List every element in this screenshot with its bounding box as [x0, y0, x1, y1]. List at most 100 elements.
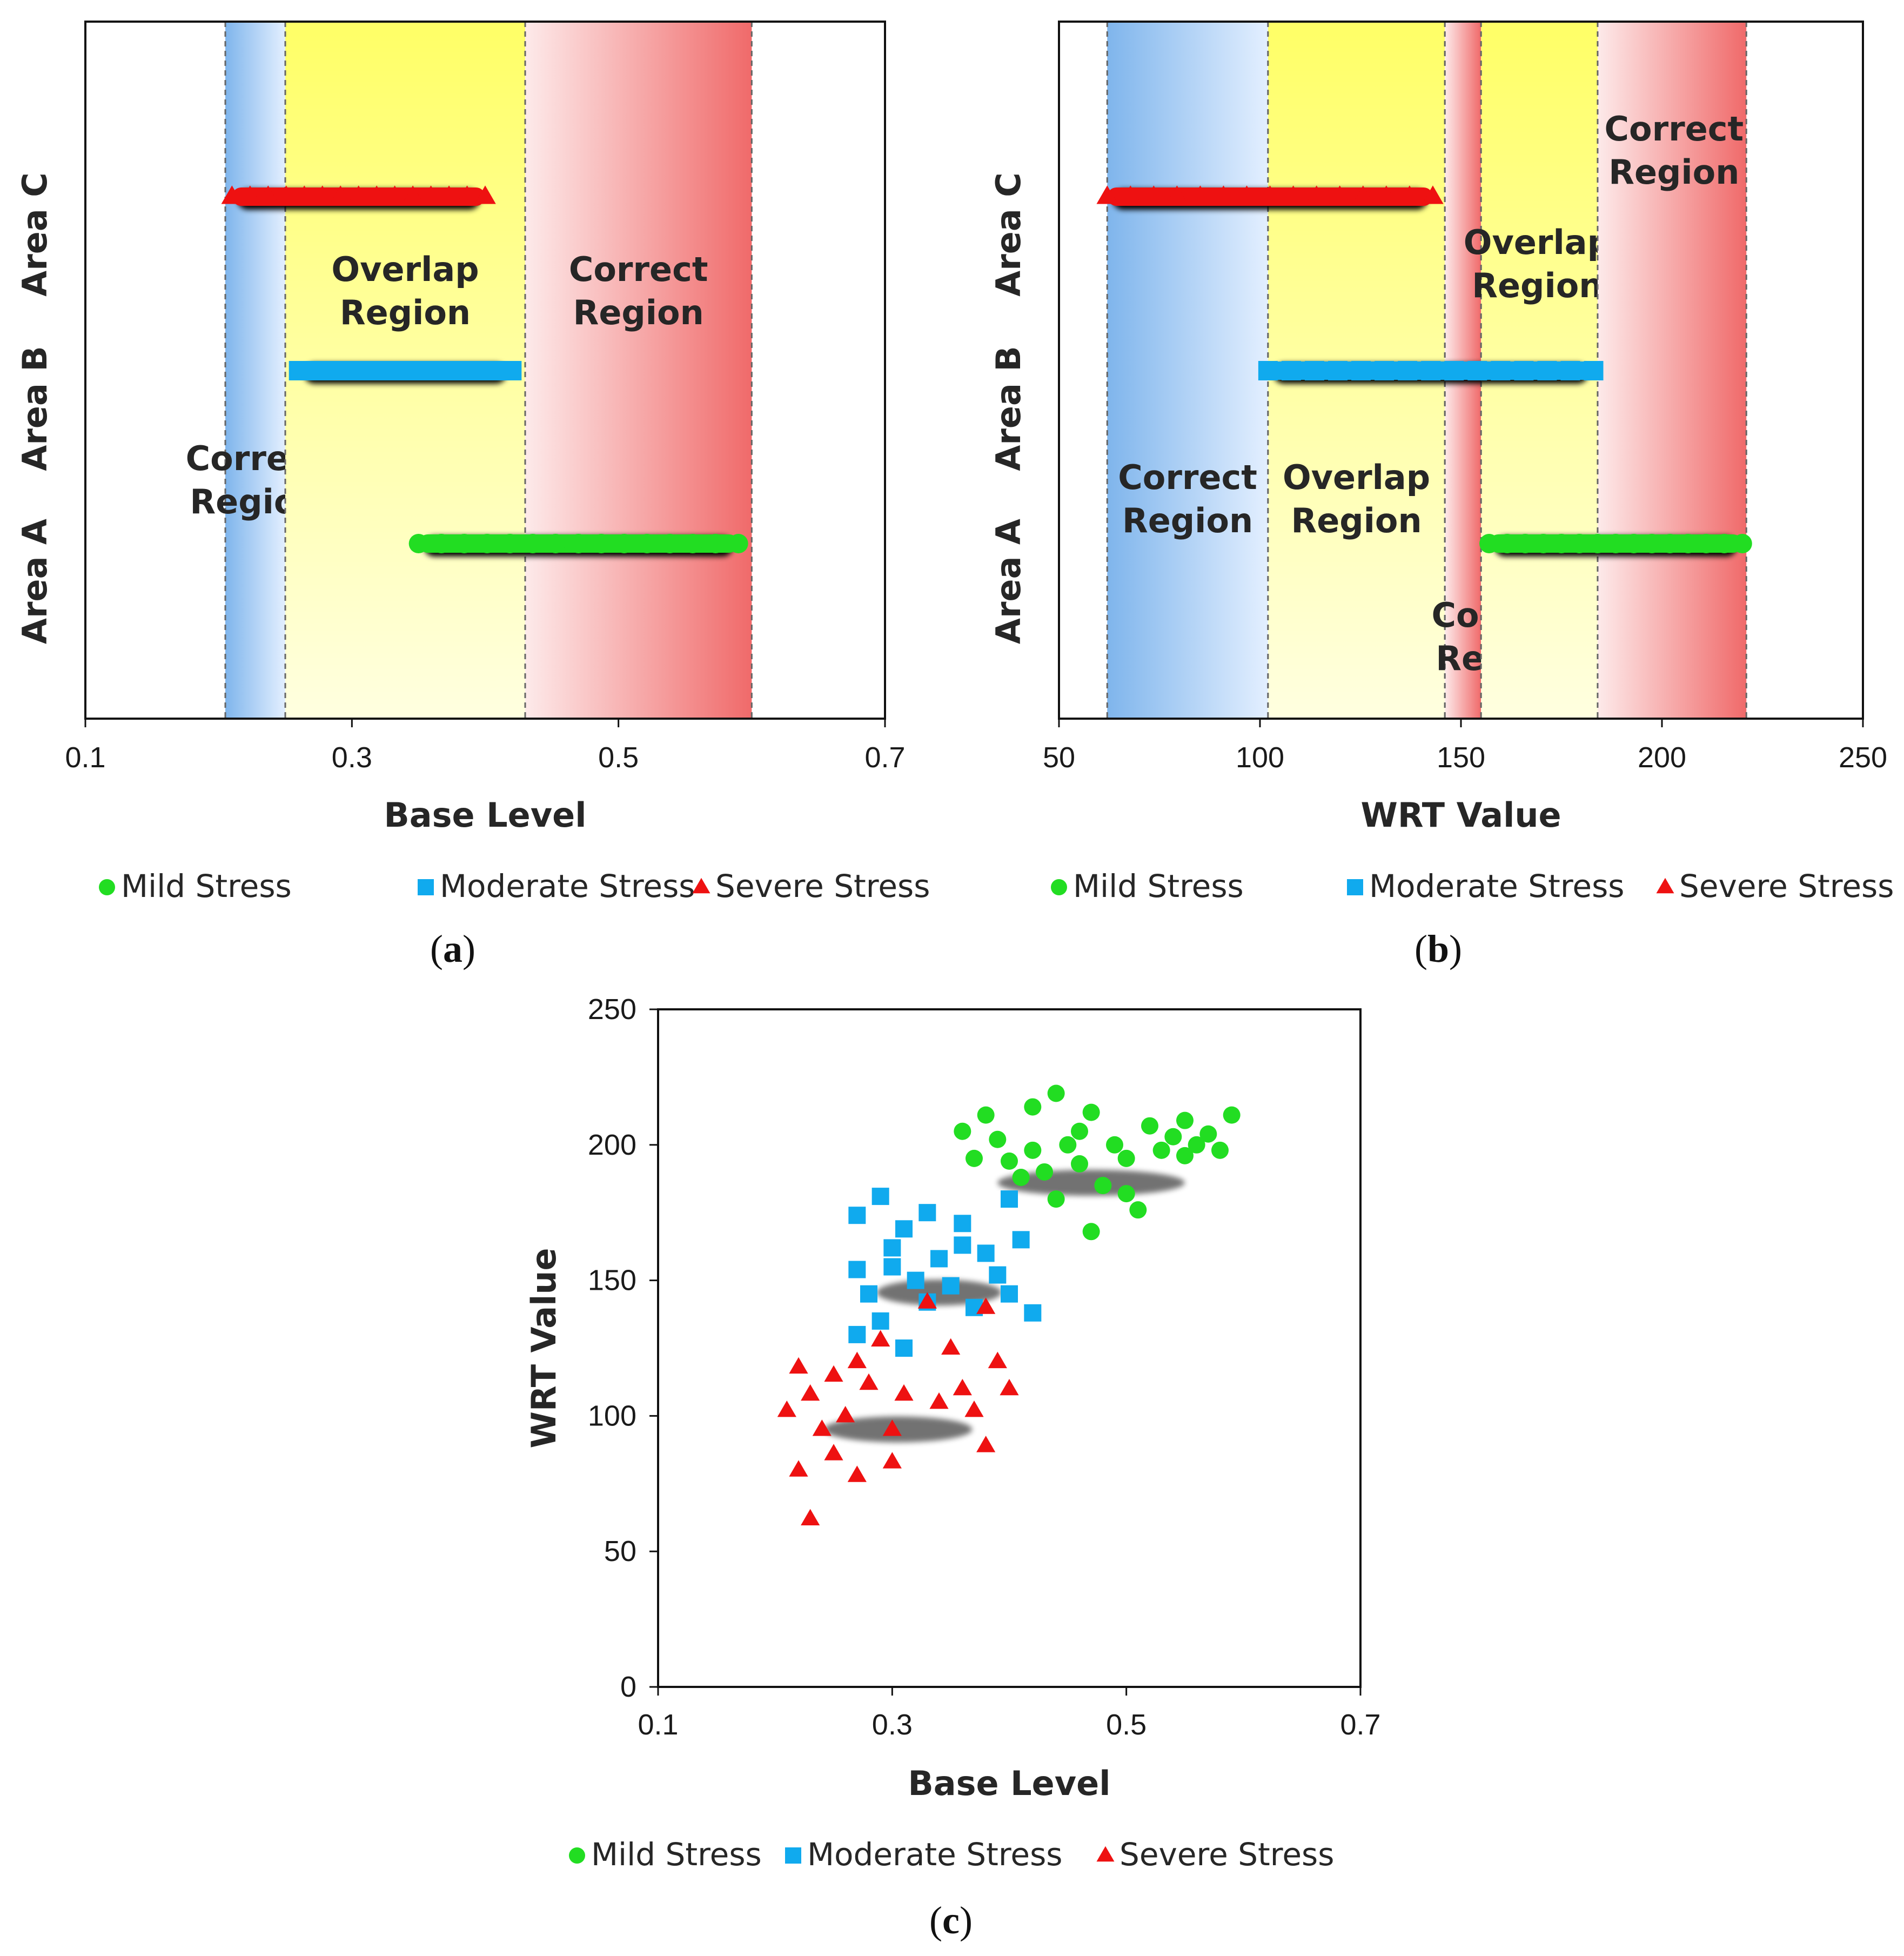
series-0-point-28	[1071, 1122, 1088, 1140]
series-1-point-14	[989, 1266, 1007, 1284]
series-point-0-7	[568, 534, 588, 553]
series-point-0-13	[1714, 534, 1734, 553]
series-point-1-8	[1444, 361, 1464, 380]
legend-marker-mild	[1051, 879, 1067, 895]
series-2-point-11	[871, 1330, 890, 1347]
x-axis-title: WRT Value	[1360, 795, 1561, 835]
series-0-point-26	[1164, 1128, 1182, 1146]
series-2-point-0	[801, 1509, 820, 1526]
series-2-point-21	[882, 1419, 902, 1436]
y-tick-label-5: 250	[588, 993, 636, 1026]
y-tick-label-3: 150	[588, 1264, 636, 1297]
panel-label-close: )	[960, 1899, 973, 1942]
series-point-0-10	[1660, 534, 1680, 553]
series-point-0-4	[500, 534, 520, 553]
series-2-point-2	[847, 1465, 867, 1482]
series-point-2-1	[1119, 185, 1142, 204]
series-point-1-3	[1328, 361, 1348, 380]
series-point-0-5	[1570, 534, 1590, 553]
x-tick-label-4: 250	[1839, 741, 1887, 774]
series-0-point-18	[1117, 1185, 1135, 1203]
series-0-point-3	[977, 1106, 995, 1124]
series-point-2-12	[1376, 185, 1397, 204]
series-1-point-13	[942, 1277, 960, 1295]
region-label-1-line1: Overlap	[331, 250, 479, 289]
series-point-0-5	[523, 534, 543, 553]
category-label-2: Area C	[15, 172, 55, 297]
category-label-1: Area B	[15, 346, 55, 471]
y-axis-title: WRT Value	[524, 1248, 564, 1448]
panel-label-open: (	[1414, 927, 1427, 970]
series-0-point-16	[1071, 1155, 1088, 1173]
panel-label-close: )	[1449, 927, 1462, 970]
y-tick-label-4: 200	[588, 1129, 636, 1161]
y-tick-label-0: 0	[620, 1671, 636, 1703]
series-point-2-14	[474, 185, 496, 204]
series-point-2-13	[1399, 185, 1420, 204]
series-1-point-15	[1024, 1304, 1042, 1322]
series-point-1-11	[1514, 361, 1534, 380]
series-2-point-20	[801, 1384, 820, 1401]
series-0-point-19	[1129, 1201, 1147, 1219]
series-2-point-6	[812, 1419, 832, 1436]
panel-c-chart: 0 50 100 150 200 250 0.1 0.3 0.5 0.7 Base Level WRT…	[524, 993, 1381, 1942]
series-point-0-8	[591, 534, 611, 553]
panel-a-chart: CorrectRegionOverlapRegionCorrectRegionA…	[15, 21, 930, 970]
series-1-point-6	[1012, 1231, 1030, 1249]
series-point-0-6	[546, 534, 566, 553]
x-tick-label-1: 0.3	[872, 1709, 913, 1741]
series-0-point-14	[1001, 1152, 1018, 1170]
x-tick-label-2: 0.5	[1106, 1709, 1147, 1741]
series-2-point-9	[824, 1365, 843, 1382]
series-1-point-1	[848, 1207, 866, 1224]
series-point-2-7	[1259, 185, 1281, 204]
series-1-point-4	[954, 1215, 971, 1232]
series-2-point-10	[847, 1351, 867, 1369]
series-2-point-14	[988, 1351, 1007, 1369]
series-point-0-9	[1642, 534, 1662, 553]
panel-label-open: (	[929, 1899, 942, 1942]
series-point-0-11	[1678, 534, 1698, 553]
series-point-0-0	[1479, 534, 1499, 553]
legend-marker-mild	[99, 879, 115, 895]
series-0-point-11	[1152, 1141, 1170, 1159]
legend-label-severe: Severe Stress	[715, 868, 930, 905]
series-2-point-7	[777, 1400, 796, 1417]
series-point-0-1	[1497, 534, 1517, 553]
series-1-point-18	[848, 1325, 866, 1343]
series-0-point-2	[1024, 1098, 1042, 1116]
region-label-3-line2: Region	[1472, 266, 1603, 305]
region-label-1-line2: Region	[1291, 501, 1422, 540]
y-tick-label-1: 50	[604, 1535, 636, 1568]
series-0-point-0	[1047, 1084, 1065, 1102]
series-1-point-10	[848, 1261, 866, 1278]
legend-label-mild: Mild Stress	[121, 868, 292, 905]
legend-label-moderate: Moderate Stress	[440, 868, 695, 905]
series-1-point-11	[860, 1285, 877, 1303]
series-point-2-2	[257, 185, 279, 204]
series-2-point-15	[953, 1378, 972, 1396]
category-label-2: Area C	[989, 172, 1028, 297]
region-label-0-line2: Region	[1122, 501, 1253, 540]
series-1-point-5	[1001, 1190, 1018, 1208]
series-1-point-0	[871, 1188, 889, 1205]
series-point-0-13	[706, 534, 726, 553]
legend-marker-severe	[692, 877, 710, 894]
series-point-0-1	[431, 534, 451, 553]
series-point-1-2	[1304, 361, 1324, 380]
legend-marker-severe	[1096, 1846, 1115, 1862]
series-0-point-13	[1211, 1141, 1229, 1159]
region-blue-0	[1107, 22, 1268, 719]
series-point-2-0	[1096, 185, 1118, 204]
legend-marker-moderate	[1347, 879, 1363, 895]
series-point-2-12	[438, 185, 460, 204]
series-2-point-17	[894, 1384, 914, 1401]
series-point-2-13	[456, 185, 478, 204]
series-0-point-5	[1176, 1111, 1194, 1129]
series-point-1-6	[1398, 361, 1418, 380]
x-axis-title: Base Level	[384, 795, 587, 835]
region-label-4-line2: Region	[1608, 152, 1739, 192]
series-point-1-14	[1584, 361, 1604, 380]
series-point-2-1	[239, 185, 261, 204]
legend-label-severe: Severe Stress	[1119, 1836, 1334, 1873]
